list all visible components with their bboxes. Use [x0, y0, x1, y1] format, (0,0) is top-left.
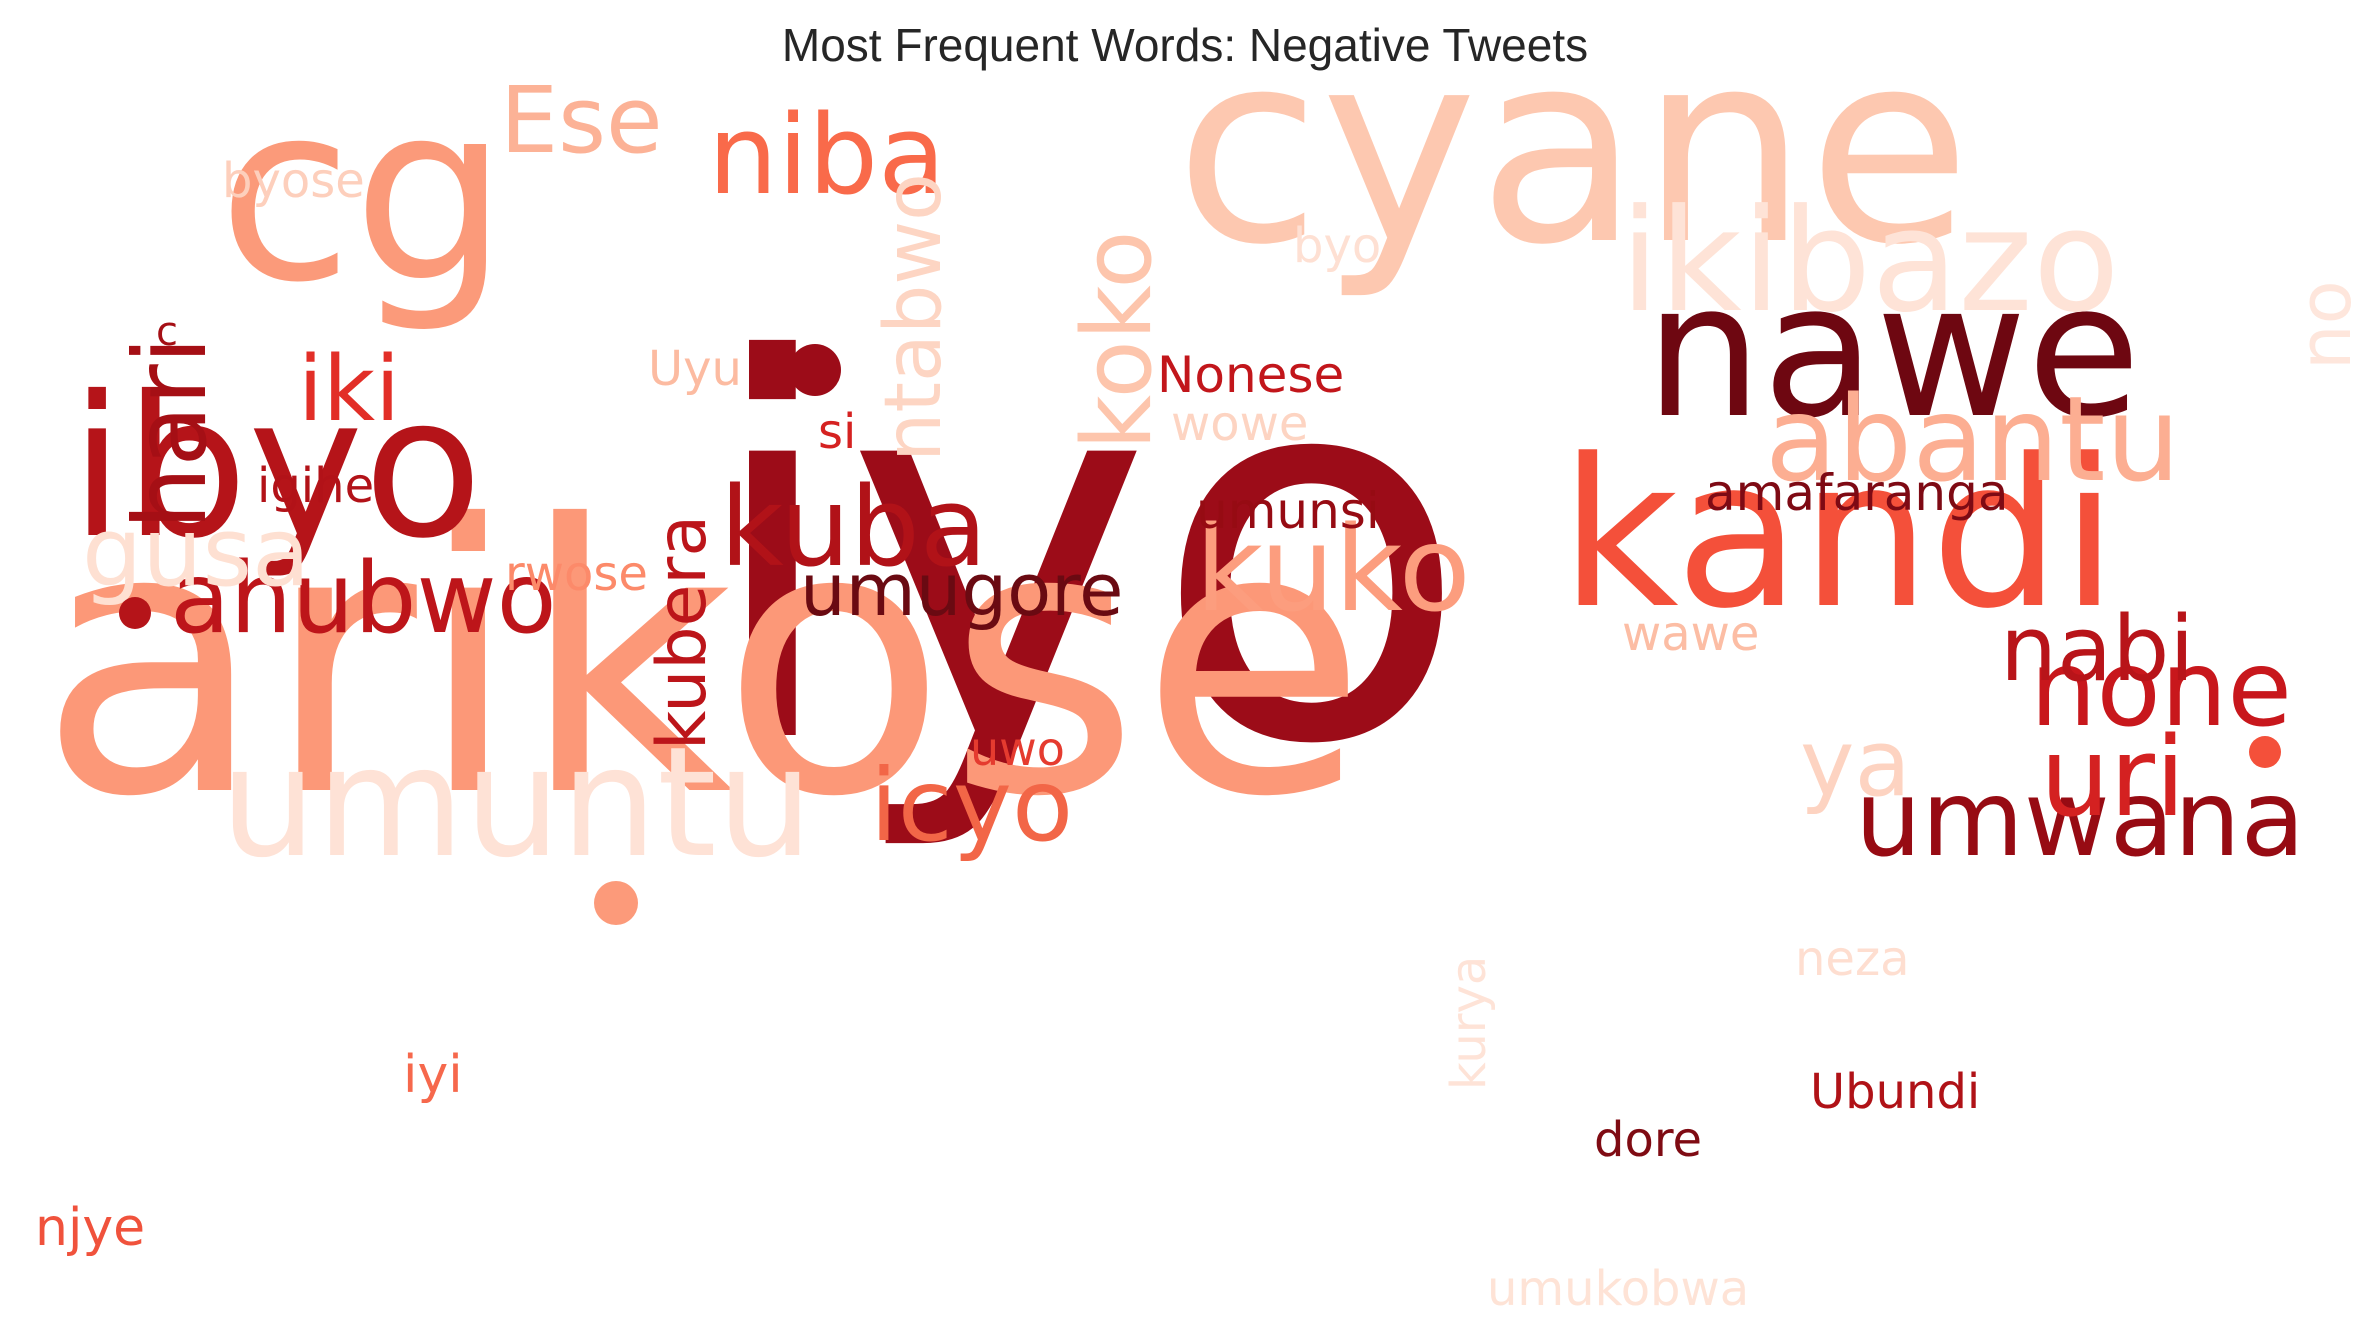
cloud-word-rwose: rwose — [505, 546, 648, 602]
cloud-word-kandi: kandi — [1560, 416, 2118, 654]
cloud-word-wowe: wowe — [1171, 396, 1308, 452]
cloud-word-gusa: gusa — [82, 498, 310, 608]
cloud-word-kurya: kurya — [1441, 956, 1497, 1090]
cloud-word-iki: iki — [298, 337, 400, 442]
cloud-word-amafaranga: amafaranga — [1705, 464, 2009, 522]
cloud-word-ibyo: ibyo — [70, 354, 483, 581]
cloud-word-ikibazo: ikibazo — [1620, 179, 2120, 344]
cloud-word-nonese: Nonese — [1157, 346, 1344, 404]
cloud-word-cg: cg — [218, 51, 508, 336]
cloud-word-none: none — [2030, 628, 2292, 750]
cloud-word-kubera: kubera — [643, 515, 722, 750]
cloud-word-icyo: icyo — [870, 747, 1073, 864]
cloud-word-igihe: igihe — [257, 458, 374, 514]
cloud-word-iyi: iyi — [403, 1045, 463, 1105]
cloud-word-nawe: nawe — [1645, 243, 2141, 459]
cloud-dot — [2249, 736, 2281, 768]
cloud-word-uyu: Uyu — [648, 341, 742, 397]
cloud-word-arikose: arikose — [38, 448, 1368, 878]
cloud-word-cyane: cyane — [1175, 0, 1971, 303]
cloud-word-koko: koko — [1063, 230, 1173, 450]
cloud-word-umwana: umwana — [1855, 758, 2305, 880]
cloud-word-niba: niba — [708, 91, 946, 219]
cloud-word-ubundi: Ubundi — [1810, 1064, 1980, 1120]
chart-title: Most Frequent Words: Negative Tweets — [781, 19, 1589, 71]
cloud-word-ya: ya — [1800, 710, 1911, 817]
cloud-word-byose: byose — [222, 153, 365, 209]
cloud-word-si: si — [818, 404, 856, 460]
cloud-word-c: c — [156, 309, 178, 355]
cloud-word-umugore: umugore — [800, 548, 1123, 632]
cloud-word-hari: hari — [112, 336, 229, 530]
cloud-dot — [119, 597, 151, 629]
cloud-word-uri: uri — [2040, 713, 2186, 841]
cloud-word-nabi: nabi — [2000, 597, 2194, 702]
cloud-word-kuba: kuba — [720, 463, 987, 591]
cloud-word-ntabwo: ntabwo — [869, 173, 959, 462]
cloud-word-ese: Ese — [500, 67, 663, 174]
cloud-word-abantu: abantu — [1765, 370, 2180, 508]
cloud-word-wawe: wawe — [1622, 606, 1759, 662]
cloud-word-umukobwa: umukobwa — [1487, 1261, 1749, 1317]
cloud-word-umuntu: umuntu — [220, 714, 813, 891]
cloud-word-dore: dore — [1594, 1112, 1702, 1168]
cloud-word-no: no — [2283, 280, 2367, 370]
cloud-dot — [594, 881, 638, 925]
cloud-word-uwo: uwo — [970, 722, 1065, 776]
cloud-word-umunsi: umunsi — [1196, 482, 1380, 540]
cloud-word-njye: njye — [35, 1198, 145, 1258]
cloud-word-byo: byo — [1293, 218, 1381, 274]
cloud-dot — [789, 344, 841, 396]
cloud-word-kuko: kuko — [1195, 500, 1471, 638]
cloud-word-ahubwo: ahubwo — [170, 542, 557, 656]
cloud-word-neza: neza — [1795, 931, 1910, 987]
